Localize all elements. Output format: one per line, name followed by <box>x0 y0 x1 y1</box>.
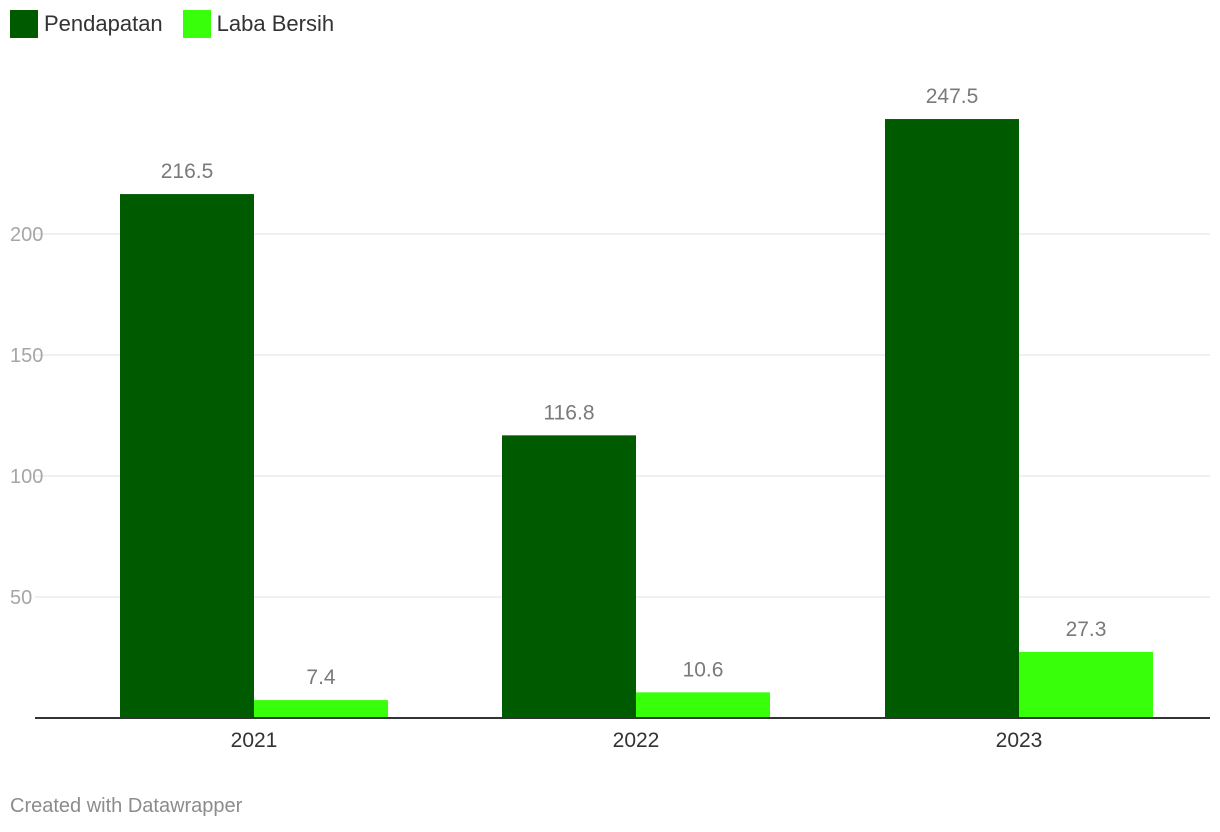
value-label-laba-bersih-2021: 7.4 <box>306 666 336 689</box>
value-label-pendapatan-2023: 247.5 <box>926 85 979 108</box>
legend-label-pendapatan: Pendapatan <box>44 11 163 36</box>
value-label-laba-bersih-2023: 27.3 <box>1066 618 1107 641</box>
legend-swatch-laba-bersih <box>182 10 211 38</box>
bar-laba-bersih-2022 <box>636 692 770 718</box>
value-label-pendapatan-2021: 216.5 <box>161 160 214 183</box>
value-label-pendapatan-2022: 116.8 <box>544 401 595 424</box>
x-tick-label-2021: 2021 <box>231 729 278 752</box>
bar-chart: 50 100 150 200 216.5 116.8 247.5 7.4 10.6 27.3 202… <box>10 85 1210 752</box>
bar-laba-bersih-2021 <box>254 700 388 718</box>
footer-credit: Created with Datawrapper <box>10 795 243 817</box>
y-tick-label-200: 200 <box>10 224 43 246</box>
x-tick-label-2023: 2023 <box>996 729 1043 752</box>
bar-laba-bersih-2023 <box>1019 651 1153 718</box>
legend-swatch-pendapatan <box>10 10 38 38</box>
y-tick-label-50: 50 <box>10 587 32 609</box>
legend-item-pendapatan: Pendapatan <box>10 10 163 38</box>
y-tick-label-100: 100 <box>10 466 43 488</box>
value-label-laba-bersih-2022: 10.6 <box>683 658 724 681</box>
bar-pendapatan-2023 <box>885 119 1019 719</box>
y-tick-label-150: 150 <box>10 345 43 367</box>
legend: Pendapatan Laba Bersih <box>10 10 354 38</box>
legend-item-laba-bersih: Laba Bersih <box>182 10 335 38</box>
bar-pendapatan-2021 <box>120 194 254 718</box>
legend-label-laba-bersih: Laba Bersih <box>216 11 335 36</box>
x-tick-label-2022: 2022 <box>613 729 660 752</box>
bar-pendapatan-2022 <box>502 435 636 718</box>
